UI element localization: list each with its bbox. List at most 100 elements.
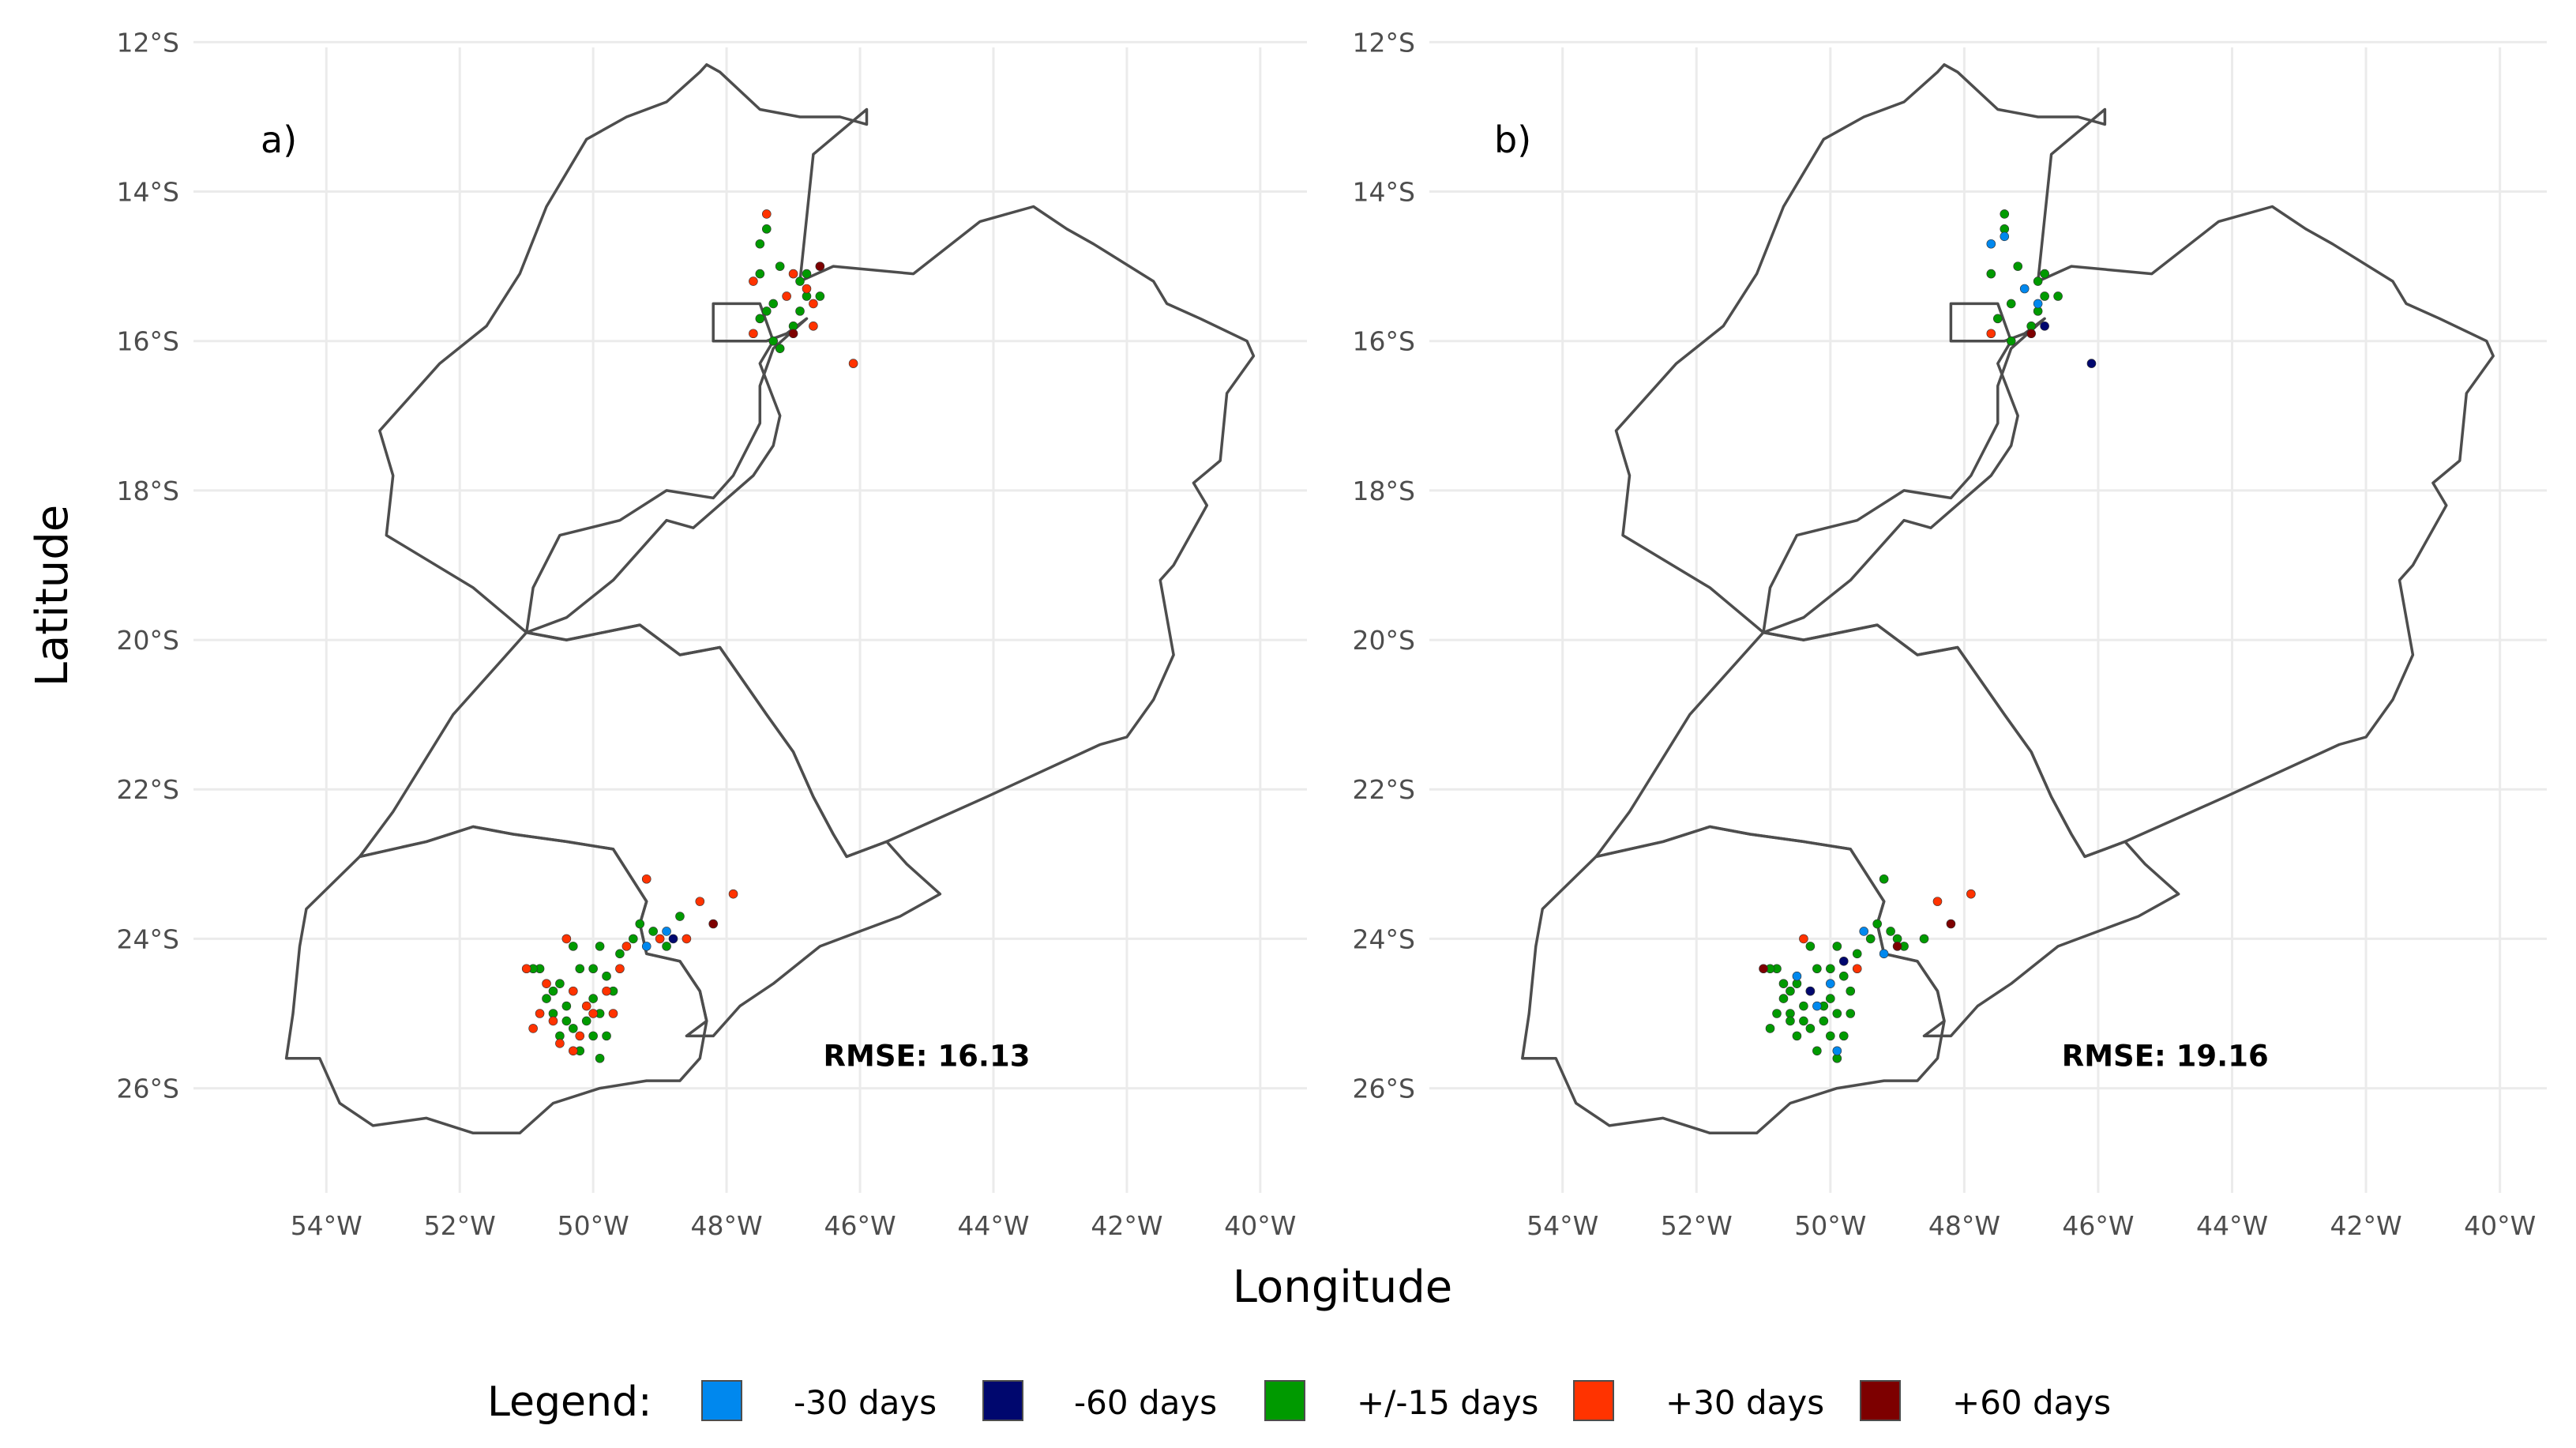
data-point <box>555 1039 565 1048</box>
data-point <box>1838 1031 1849 1041</box>
x-tick-label: 50°W <box>558 1210 629 1241</box>
data-point <box>795 276 805 286</box>
data-point <box>1805 986 1816 996</box>
data-point <box>755 314 765 324</box>
x-tick-label: 42°W <box>2330 1210 2402 1241</box>
data-point <box>569 1046 578 1056</box>
panel-a: 12°S 14°S 16°S 18°S 20°S 22°S 24°S 26°S 54°W 52°… <box>117 27 1307 1241</box>
data-point <box>648 927 658 936</box>
data-point <box>535 1009 545 1018</box>
data-point <box>641 874 652 884</box>
y-tick-label: 24°S <box>117 923 179 954</box>
legend-label: +60 days <box>1952 1383 2111 1422</box>
data-point <box>1799 1001 1808 1011</box>
panel-a-rmse: RMSE: 16.13 <box>824 1040 1031 1074</box>
y-tick-label: 24°S <box>1353 923 1415 954</box>
x-tick-label: 46°W <box>824 1210 896 1241</box>
data-point <box>761 307 772 316</box>
data-point <box>1932 897 1943 906</box>
data-point <box>615 949 625 959</box>
data-point <box>755 239 765 249</box>
data-point <box>2040 269 2049 279</box>
y-tick-label: 14°S <box>117 177 179 208</box>
data-point <box>788 329 798 339</box>
data-point <box>1805 1024 1816 1033</box>
region-border-northern-region <box>378 63 1256 859</box>
data-point <box>1812 964 1822 974</box>
data-point <box>641 942 652 951</box>
data-point <box>2019 284 2030 294</box>
data-point <box>1966 889 1976 899</box>
x-tick-label: 50°W <box>1794 1210 1866 1241</box>
data-point <box>1786 986 1795 996</box>
data-point <box>1838 971 1849 981</box>
x-tick-label: 54°W <box>1526 1210 1598 1241</box>
data-point <box>569 942 578 951</box>
data-point <box>1852 964 1862 974</box>
data-point <box>595 942 605 951</box>
data-point <box>588 994 598 1003</box>
legend-label: -30 days <box>794 1383 937 1422</box>
data-point <box>768 299 779 309</box>
data-point <box>1986 269 1996 279</box>
y-tick-label: 18°S <box>1353 476 1415 506</box>
data-point <box>1792 971 1802 981</box>
y-tick-label: 12°S <box>117 27 179 58</box>
data-point <box>2033 276 2043 286</box>
x-tick-label: 48°W <box>691 1210 763 1241</box>
data-point <box>1846 986 1856 996</box>
data-point <box>675 912 685 921</box>
data-point <box>1986 329 1996 339</box>
data-point <box>608 1009 618 1018</box>
data-point <box>588 1009 598 1018</box>
data-point <box>1879 874 1889 884</box>
data-point <box>561 934 572 944</box>
region-border-northern-region <box>1614 63 2495 859</box>
data-point <box>655 934 665 944</box>
data-point <box>1892 942 1902 951</box>
data-point <box>1865 934 1876 944</box>
data-point <box>1826 964 1835 974</box>
x-tick-label: 44°W <box>957 1210 1029 1241</box>
region-border-southern-region <box>358 623 942 1038</box>
data-point <box>1859 927 1869 936</box>
data-point <box>629 934 638 944</box>
data-point <box>575 964 585 974</box>
y-tick-label: 18°S <box>117 476 179 506</box>
legend-title: Legend: <box>487 1378 652 1426</box>
data-point <box>1778 979 1789 988</box>
data-point <box>2006 336 2016 346</box>
data-point <box>2026 329 2036 339</box>
y-tick-label: 22°S <box>117 774 179 805</box>
data-point <box>761 209 772 219</box>
data-point <box>542 994 551 1003</box>
data-point <box>1799 1016 1808 1026</box>
data-point <box>542 979 551 988</box>
panel-b-rmse: RMSE: 19.16 <box>2062 1040 2269 1074</box>
region-border-parana-region <box>284 825 708 1135</box>
data-point <box>802 284 812 294</box>
data-point <box>1799 934 1808 944</box>
region-border-southern-region <box>1594 623 2180 1038</box>
region-border-parana-region <box>1521 825 1946 1135</box>
legend-label: -60 days <box>1074 1383 1217 1422</box>
y-tick-label: 14°S <box>1353 177 1415 208</box>
data-point <box>1872 919 1882 929</box>
x-tick-label: 40°W <box>1224 1210 1296 1241</box>
data-point <box>1812 1001 1822 1011</box>
data-point <box>1826 979 1835 988</box>
data-point <box>761 224 772 234</box>
data-point <box>1919 934 1929 944</box>
data-point <box>815 291 825 301</box>
data-point <box>561 1001 572 1011</box>
data-point <box>1838 956 1849 966</box>
x-tick-label: 54°W <box>291 1210 362 1241</box>
data-point <box>581 1001 591 1011</box>
data-point <box>1832 1009 1842 1018</box>
data-point <box>1852 949 1862 959</box>
data-point <box>788 269 798 279</box>
data-point <box>749 329 758 339</box>
data-point <box>615 964 625 974</box>
y-tick-label: 26°S <box>117 1074 179 1104</box>
